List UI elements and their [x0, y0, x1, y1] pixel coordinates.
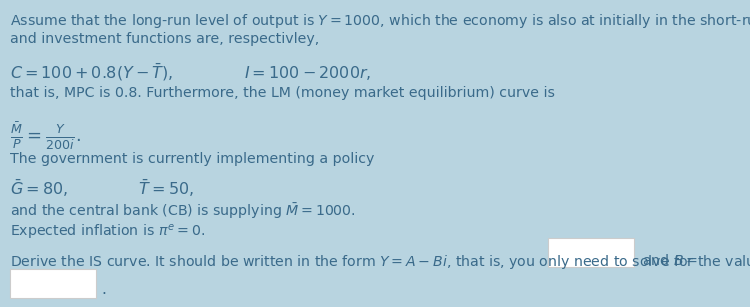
Text: The government is currently implementing a policy: The government is currently implementing…	[10, 152, 374, 166]
Text: Assume that the long-run level of output is $Y = 1000$, which the economy is als: Assume that the long-run level of output…	[10, 12, 750, 30]
Text: Expected inflation is $\pi^e = 0$.: Expected inflation is $\pi^e = 0$.	[10, 223, 205, 242]
Text: that is, MPC is 0.8. Furthermore, the LM (money market equilibrium) curve is: that is, MPC is 0.8. Furthermore, the LM…	[10, 86, 555, 100]
Text: .: .	[101, 282, 106, 297]
Text: $C = 100 + 0.8(Y - \bar{T})$,              $I = 100 - 2000r$,: $C = 100 + 0.8(Y - \bar{T})$, $I = 100 -…	[10, 61, 371, 83]
Text: and investment functions are, respectivley,: and investment functions are, respectivl…	[10, 32, 319, 46]
Text: $\frac{\bar{M}}{P} = \frac{Y}{200i}$.: $\frac{\bar{M}}{P} = \frac{Y}{200i}$.	[10, 121, 80, 152]
Text: Derive the IS curve. It should be written in the form $Y = A - Bi$, that is, you: Derive the IS curve. It should be writte…	[10, 253, 750, 271]
Text: and the central bank (CB) is supplying $\bar{M} = 1000$.: and the central bank (CB) is supplying $…	[10, 201, 356, 221]
Text: $\bar{G} = 80$,              $\bar{T} = 50$,: $\bar{G} = 80$, $\bar{T} = 50$,	[10, 178, 194, 199]
Bar	[10, 269, 96, 298]
Text: and $B =$: and $B =$	[642, 253, 698, 268]
Bar	[548, 238, 634, 267]
